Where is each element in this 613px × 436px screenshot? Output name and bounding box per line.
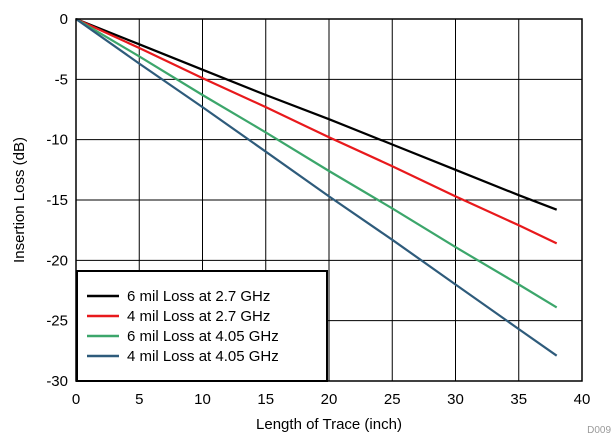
y-tick-label: -10 [46,132,68,149]
plot-area-frame [75,18,583,382]
x-tick-label: 20 [321,391,338,408]
x-tick-label: 5 [135,391,143,408]
y-axis-title: Insertion Loss (dB) [11,137,28,263]
series-line [75,18,558,357]
legend-label: 6 mil Loss at 4.05 GHz [127,328,279,345]
tick-labels: 0 5 10 15 20 25 30 35 40 0 -5 -10 -15 -20 -25 -30 [46,11,590,408]
series-line [75,18,558,309]
y-tick-label: -5 [55,71,68,88]
legend-items: 6 mil Loss at 2.7 GHz 4 mil Loss at 2.7 G… [87,288,279,365]
x-tick-label: 40 [574,391,591,408]
x-tick-label: 30 [447,391,464,408]
series-lines [75,17,558,357]
x-tick-label: 35 [510,391,527,408]
legend: 6 mil Loss at 2.7 GHz 4 mil Loss at 2.7 G… [76,270,328,382]
figure-code: D009 [587,425,611,436]
legend-label: 4 mil Loss at 2.7 GHz [127,308,270,325]
y-tick-label: -20 [46,252,68,269]
series-line [75,17,558,211]
x-axis-title: Length of Trace (inch) [256,416,402,433]
x-tick-label: 10 [194,391,211,408]
y-tick-label: -30 [46,373,68,390]
legend-label: 4 mil Loss at 4.05 GHz [127,348,279,365]
x-tick-label: 0 [72,391,80,408]
x-tick-label: 15 [257,391,274,408]
x-tick-label: 25 [384,391,401,408]
series-line [75,17,558,245]
legend-box [76,270,328,382]
y-tick-label: 0 [60,11,68,28]
legend-label: 6 mil Loss at 2.7 GHz [127,288,270,305]
y-tick-label: -25 [46,313,68,330]
y-tick-label: -15 [46,192,68,209]
